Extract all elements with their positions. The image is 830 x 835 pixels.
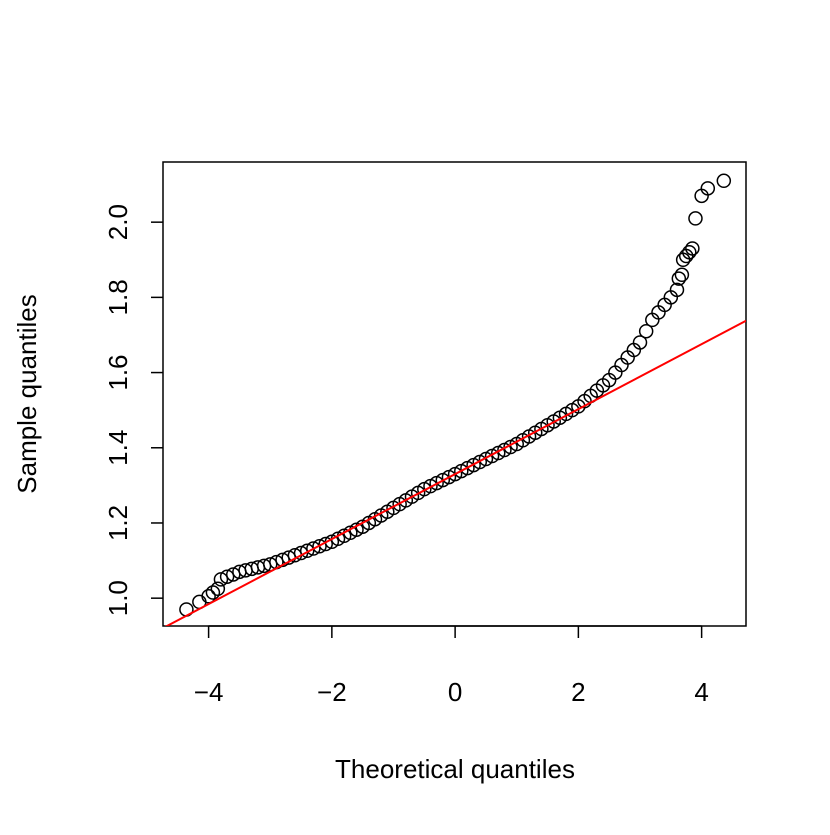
point	[674, 267, 690, 283]
y-tick-label: 1.4	[103, 430, 133, 466]
y-tick-label: 1.0	[103, 580, 133, 616]
point	[632, 335, 648, 350]
x-tick-label: −4	[194, 677, 224, 707]
point	[306, 541, 321, 556]
point	[669, 282, 685, 298]
point	[318, 536, 333, 552]
y-tick-label: 2.0	[103, 204, 133, 240]
point	[275, 552, 290, 568]
point	[671, 271, 687, 286]
x-axis-label: Theoretical quantiles	[335, 754, 575, 784]
x-tick-label: 0	[448, 677, 462, 707]
x-tick-label: −2	[317, 677, 347, 707]
point	[293, 545, 309, 561]
point	[210, 581, 226, 597]
point	[688, 211, 703, 226]
point	[219, 569, 235, 584]
point	[682, 244, 697, 260]
y-tick-label: 1.6	[103, 354, 133, 390]
y-tick-label: 1.2	[103, 505, 133, 541]
y-tick-label: 1.8	[103, 279, 133, 315]
plot-frame	[162, 161, 747, 627]
reference-line-group	[164, 319, 746, 626]
x-tick-label: 2	[571, 677, 585, 707]
point	[700, 181, 716, 196]
x-tick-label: 4	[694, 677, 708, 707]
point	[716, 173, 732, 189]
point	[205, 585, 221, 600]
point	[638, 323, 654, 339]
point	[201, 589, 216, 604]
point	[299, 543, 315, 559]
point	[685, 241, 700, 256]
point	[312, 539, 327, 554]
y-axis-label: Sample quantiles	[12, 294, 42, 493]
point	[213, 572, 229, 587]
reference-line	[164, 319, 746, 626]
